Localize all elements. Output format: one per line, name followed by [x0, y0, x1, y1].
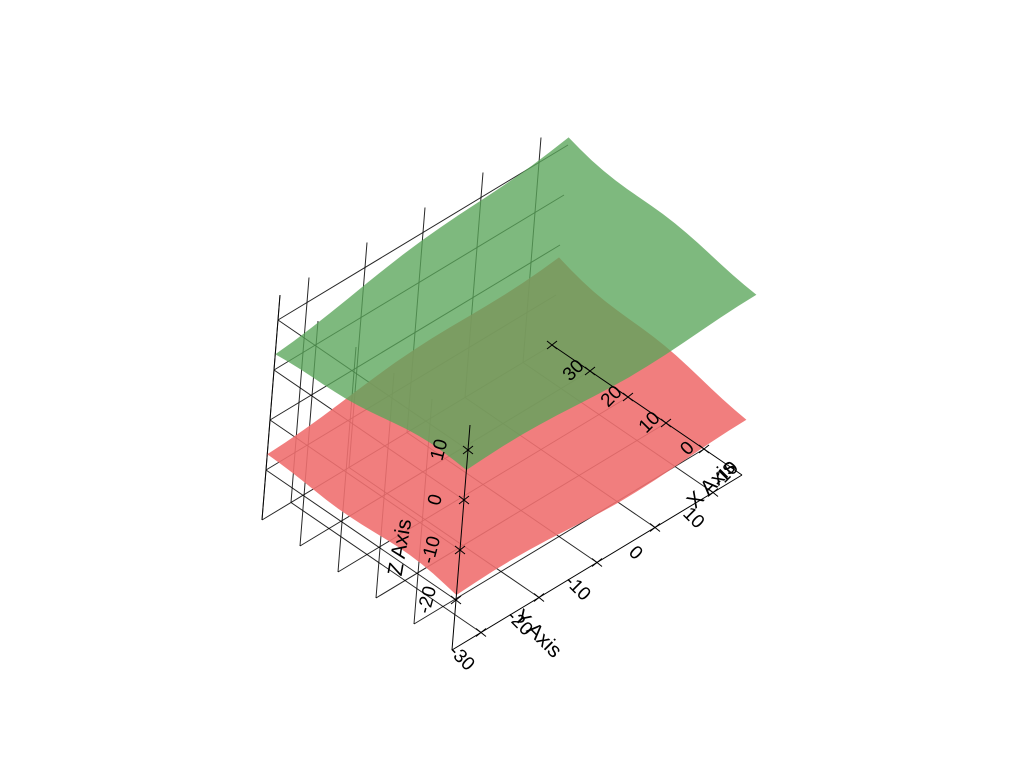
z-axis-line [451, 424, 471, 651]
z-tick-mark [450, 595, 462, 605]
x-tick-mark [622, 392, 634, 402]
y-tick-label: -10 [560, 571, 594, 605]
x-axis-line [551, 344, 743, 476]
wall-y-grid-horizontal [265, 469, 457, 601]
y-tick-mark [707, 488, 719, 497]
z-tick-mark [454, 545, 466, 555]
surface-layer [267, 137, 757, 595]
z-tick-label: -20 [414, 584, 441, 616]
x-tick-mark [546, 340, 558, 350]
y-tick-mark [591, 558, 603, 567]
x-tick-mark [584, 366, 596, 376]
back-corner-edge [261, 294, 281, 521]
surface-upper [275, 137, 757, 470]
x-tick-mark [698, 444, 710, 454]
y-tick-mark [475, 628, 487, 637]
wall-x-grid-horizontal [277, 144, 569, 321]
y-tick-mark [533, 593, 545, 602]
z-tick-mark [458, 495, 470, 505]
floor-grid-y [290, 502, 482, 633]
axis-layer [450, 340, 743, 651]
x-axis-title: X Axis [683, 456, 741, 514]
y-tick-label: -30 [444, 641, 478, 675]
z-tick-label: 0 [424, 492, 447, 508]
z-tick-mark [462, 445, 474, 455]
y-tick-label: 0 [624, 542, 646, 564]
y-tick-mark [649, 523, 661, 532]
x-tick-mark [660, 418, 672, 428]
